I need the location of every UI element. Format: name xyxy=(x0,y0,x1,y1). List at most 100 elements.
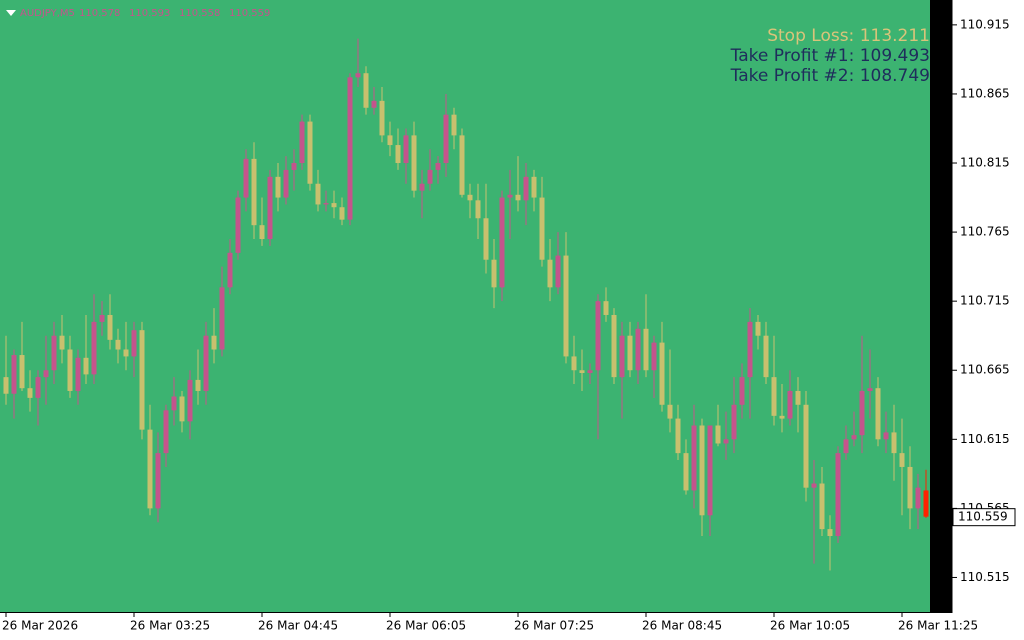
candle-body xyxy=(651,342,657,371)
candle-body xyxy=(99,314,105,322)
candle-body xyxy=(251,158,257,226)
candle-body xyxy=(3,377,9,394)
candle-body xyxy=(699,425,705,516)
header-price: 110.559 xyxy=(229,8,270,19)
candle-body xyxy=(843,439,849,454)
candle-body xyxy=(771,377,777,416)
candle-body xyxy=(923,490,929,517)
candle-body xyxy=(131,330,137,357)
current-price: 110.559 xyxy=(958,510,1008,524)
candle-body xyxy=(27,388,33,398)
candle-body xyxy=(795,390,801,405)
candle-body xyxy=(363,73,369,108)
candle-body xyxy=(123,349,129,357)
candle-body xyxy=(515,194,521,201)
candle-body xyxy=(531,176,537,198)
candle-body xyxy=(763,335,769,378)
candle-body xyxy=(195,379,201,391)
candle-body xyxy=(715,425,721,444)
y-tick-label: 110.715 xyxy=(960,294,1010,308)
candle-body xyxy=(779,415,785,419)
candle-body xyxy=(747,321,753,378)
candle-body xyxy=(75,357,81,391)
candle-body xyxy=(675,418,681,454)
candle-body xyxy=(539,197,545,260)
y-tick-label: 110.765 xyxy=(960,225,1010,239)
candle-body xyxy=(491,259,497,288)
candle-body xyxy=(731,404,737,440)
candle-body xyxy=(59,335,65,350)
candle-body xyxy=(915,487,921,509)
candle-body xyxy=(435,163,441,170)
candle-body xyxy=(859,390,865,436)
annotation: Stop Loss: 113.211 xyxy=(767,26,930,46)
candle-body xyxy=(899,453,905,467)
y-tick-label: 110.865 xyxy=(960,86,1010,100)
candle-body xyxy=(19,355,25,389)
candle-body xyxy=(611,314,617,378)
candle-body xyxy=(147,429,153,509)
candle-body xyxy=(139,330,145,430)
candle-body xyxy=(427,169,433,184)
x-tick-label: 26 Mar 2026 xyxy=(2,619,78,633)
candle-body xyxy=(115,339,121,350)
candle-body xyxy=(563,255,569,357)
candle-body xyxy=(755,321,761,336)
candle-body xyxy=(419,183,425,191)
candle-body xyxy=(827,529,833,537)
candle-body xyxy=(523,176,529,201)
candle-body xyxy=(91,321,97,375)
candle-body xyxy=(387,135,393,146)
x-tick-label: 26 Mar 06:05 xyxy=(386,619,466,633)
candle-body xyxy=(683,453,689,491)
candle-body xyxy=(811,483,817,488)
candle-body xyxy=(603,301,609,315)
candle-body xyxy=(379,100,385,136)
candle-body xyxy=(411,135,417,191)
candle-body xyxy=(315,183,321,205)
candle-body xyxy=(35,377,41,398)
candle-body xyxy=(483,218,489,260)
plot-area xyxy=(0,0,930,612)
candle-body xyxy=(355,73,361,78)
price-label-box xyxy=(952,508,1016,527)
candle-body xyxy=(107,314,113,340)
candle-body xyxy=(203,335,209,391)
candle-body xyxy=(11,355,17,394)
x-tick-label: 26 Mar 07:25 xyxy=(514,619,594,633)
candle-body xyxy=(339,207,345,220)
candle-body xyxy=(835,453,841,537)
candle-body xyxy=(883,432,889,440)
candle-body xyxy=(867,388,873,391)
candle-body xyxy=(275,176,281,198)
y-tick-label: 110.815 xyxy=(960,156,1010,170)
candle-body xyxy=(467,194,473,201)
annotation: Take Profit #1: 109.493 xyxy=(730,46,930,66)
candle-body xyxy=(219,287,225,350)
candle-body xyxy=(555,255,561,288)
candle-body xyxy=(163,410,169,454)
header-price: 110.578 xyxy=(79,8,120,19)
candle-body xyxy=(595,301,601,371)
candle-body xyxy=(707,425,713,516)
candle-body xyxy=(739,377,745,405)
x-tick-label: 26 Mar 08:45 xyxy=(642,619,722,633)
candle-body xyxy=(907,466,913,509)
candle-body xyxy=(547,259,553,288)
candle-body xyxy=(323,203,329,205)
candle-body xyxy=(891,432,897,454)
menu-arrow[interactable] xyxy=(6,10,16,16)
candle-body xyxy=(875,388,881,440)
candle-body xyxy=(499,197,505,288)
candle-body xyxy=(667,404,673,419)
candle-body xyxy=(243,158,249,198)
candle-body xyxy=(403,135,409,164)
candle-body xyxy=(171,396,177,411)
y-tick-label: 110.915 xyxy=(960,17,1010,31)
candle-body xyxy=(259,225,265,239)
candle-body xyxy=(299,121,305,164)
candle-body xyxy=(451,114,457,136)
candle-body xyxy=(67,349,73,391)
x-tick-label: 26 Mar 04:45 xyxy=(258,619,338,633)
candle-body xyxy=(283,169,289,198)
